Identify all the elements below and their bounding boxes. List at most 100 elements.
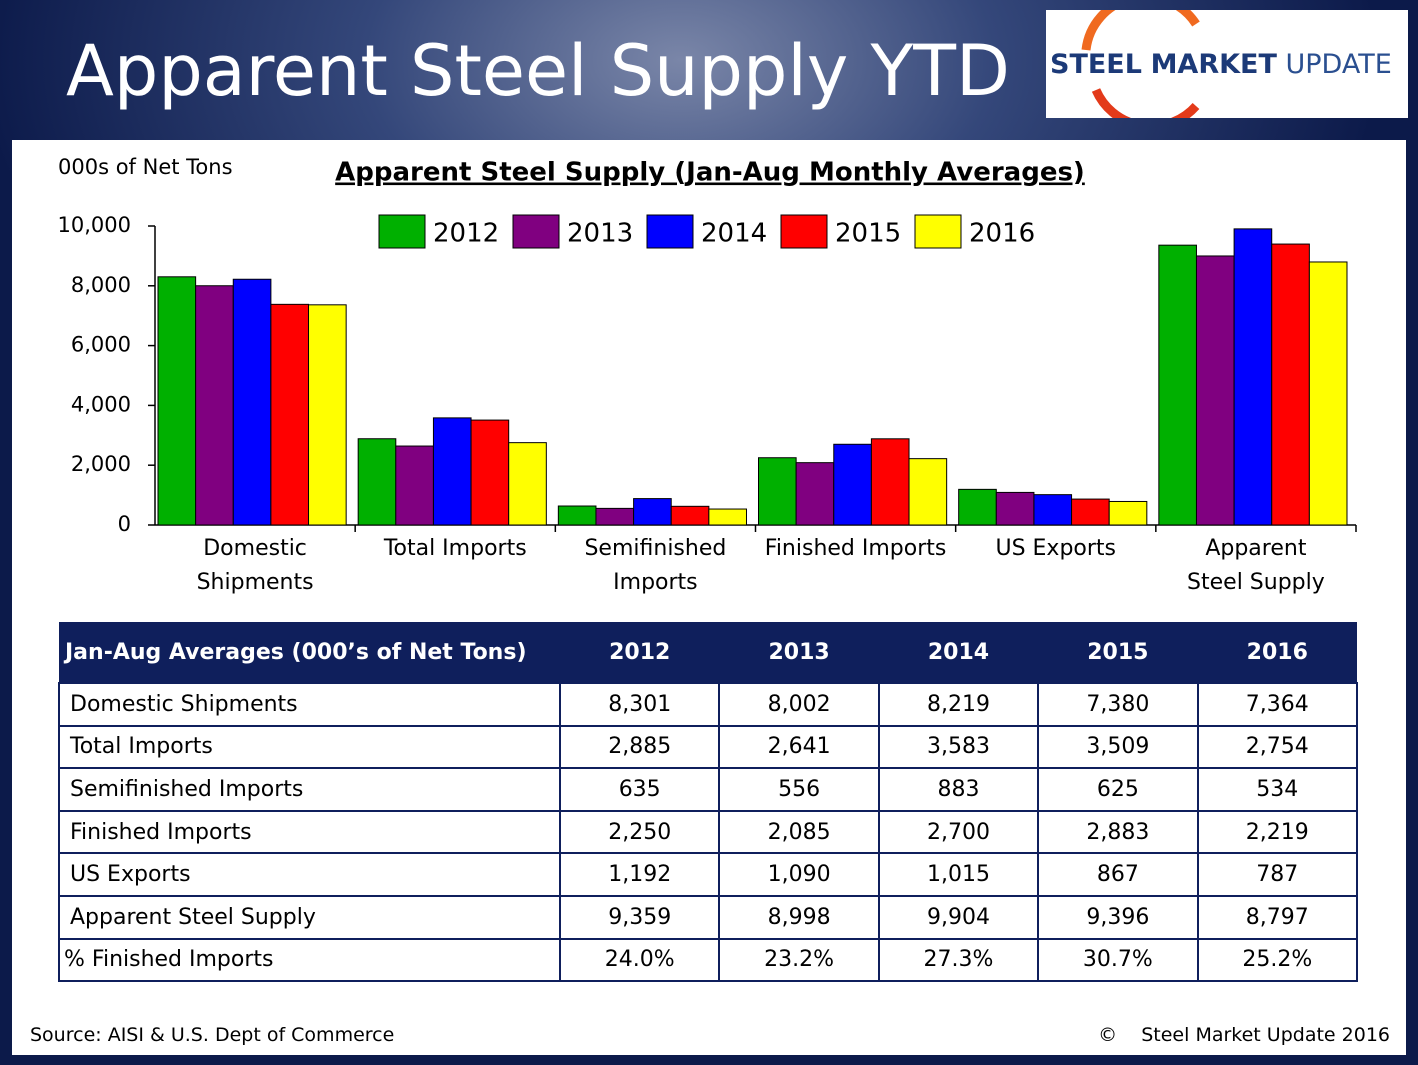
bar: [1271, 243, 1310, 526]
source-note: Source: AISI & U.S. Dept of Commerce: [30, 1024, 395, 1046]
table-cell: 9,396: [1037, 894, 1199, 940]
table-cell: 867: [1037, 852, 1199, 897]
table-cell: 635: [558, 767, 721, 812]
legend-swatch: [914, 214, 962, 249]
bar: [432, 417, 472, 526]
x-tick-label: Total Imports: [383, 536, 527, 561]
legend-label: 2015: [835, 219, 901, 249]
bar: [470, 419, 510, 526]
table-header-cell: 2012: [560, 622, 720, 683]
table-cell: 2,219: [1196, 809, 1359, 855]
table-cell: 2,700: [877, 809, 1040, 855]
bar: [958, 488, 997, 526]
y-tick-label: 6,000: [71, 333, 131, 357]
table-cell: 2,754: [1196, 724, 1359, 770]
bar: [1158, 244, 1197, 526]
x-tick-label: Finished Imports: [764, 536, 947, 561]
y-tick-label: 4,000: [71, 392, 131, 416]
bar: [508, 442, 547, 526]
table-row: Total Imports 2,885 2,641 3,583 3,509 2,754: [58, 724, 1359, 770]
bar: [157, 276, 197, 526]
table-row: Domestic Shipments 8,301 8,002 8,219 7,380 7,…: [58, 682, 1359, 727]
logo-graphic: STEEL MARKET UPDATE: [1050, 10, 1392, 118]
bar: [308, 304, 347, 526]
x-tick-label: Domestic Shipments: [196, 536, 314, 595]
table-cell: Finished Imports: [58, 809, 561, 855]
x-tick-label: Apparent Steel Supply: [1187, 536, 1325, 595]
table-header-cell: 2013: [719, 622, 879, 683]
bar: [670, 505, 710, 526]
bar: [357, 438, 397, 526]
table-cell: 25.2%: [1196, 937, 1359, 983]
x-tick-label: Semifinished Imports: [584, 536, 727, 595]
legend-label: 2014: [701, 219, 767, 249]
bar: [1033, 494, 1073, 526]
table-cell: 7,380: [1037, 682, 1199, 727]
logo-word: UPDATE: [1286, 49, 1392, 80]
bar: [870, 438, 910, 526]
bar: [595, 507, 635, 526]
table-cell: 23.2%: [718, 937, 880, 983]
bar: [833, 443, 872, 526]
table-header: Jan-Aug Averages (000’s of Net Tons) 2012…: [59, 622, 1357, 683]
bar: [1108, 500, 1148, 526]
logo-text: STEEL MARKET UPDATE: [1050, 49, 1392, 80]
table-cell: Apparent Steel Supply: [58, 894, 561, 940]
legend-label: 2013: [567, 219, 633, 249]
table-cell: 8,219: [877, 682, 1040, 727]
table-cell: 2,883: [1037, 809, 1199, 855]
table-cell: 2,085: [718, 809, 880, 855]
table-cell: 556: [718, 767, 880, 812]
x-tick-label: US Exports: [995, 536, 1117, 561]
bar: [232, 278, 272, 526]
bar: [195, 285, 234, 526]
table-row: Apparent Steel Supply 9,359 8,998 9,904 9,39…: [58, 894, 1359, 940]
legend-label: 2012: [433, 219, 499, 249]
table-cell: 27.3%: [877, 937, 1040, 983]
table-cell: 534: [1196, 767, 1359, 812]
table-cell: 8,998: [718, 894, 880, 940]
logo-word: STEEL: [1050, 49, 1142, 80]
table-cell: 3,583: [877, 724, 1040, 770]
logo-word: MARKET: [1151, 49, 1278, 80]
table-row: Finished Imports 2,250 2,085 2,700 2,883 2,21…: [58, 809, 1359, 855]
copyright: © Steel Market Update 2016: [1098, 1024, 1390, 1046]
legend-swatch: [646, 214, 694, 249]
bar: [557, 505, 597, 526]
bar: [1233, 228, 1273, 526]
table-header-cell: 2015: [1038, 622, 1198, 683]
table-cell: 1,192: [558, 852, 721, 897]
legend-swatch: [780, 214, 828, 249]
logo-arc: [1091, 88, 1200, 118]
bar: [908, 458, 948, 526]
table-cell: 8,797: [1196, 894, 1359, 940]
slide-title: Apparent Steel Supply YTD: [66, 30, 1010, 112]
table-cell: 2,250: [558, 809, 721, 855]
table-cell: 9,904: [877, 894, 1040, 940]
table-cell: 2,641: [718, 724, 880, 770]
y-axis-label: 000s of Net Tons: [58, 155, 233, 179]
table-cell: 883: [877, 767, 1040, 812]
bar: [795, 462, 835, 526]
table-cell: 2,885: [558, 724, 721, 770]
table-cell: 1,090: [718, 852, 880, 897]
y-tick-label: 8,000: [71, 273, 131, 297]
table-cell: 30.7%: [1037, 937, 1199, 983]
table-cell: US Exports: [58, 852, 561, 897]
bar: [633, 498, 672, 526]
logo-arc: [1081, 10, 1200, 51]
bar: [395, 445, 434, 526]
legend-swatch: [378, 214, 426, 249]
legend-swatch: [512, 214, 560, 249]
logo: STEEL MARKET UPDATE: [1046, 10, 1408, 118]
bar: [995, 491, 1035, 526]
table-cell: 24.0%: [558, 937, 721, 983]
table-row: % Finished Imports 24.0% 23.2% 27.3% 30.7% 25…: [58, 937, 1359, 983]
table-cell: 7,364: [1196, 682, 1359, 727]
bar: [708, 508, 747, 526]
table-row: US Exports 1,192 1,090 1,015 867 787: [58, 852, 1359, 897]
table-cell: 8,002: [718, 682, 880, 727]
y-tick-label: 10,000: [58, 213, 131, 237]
